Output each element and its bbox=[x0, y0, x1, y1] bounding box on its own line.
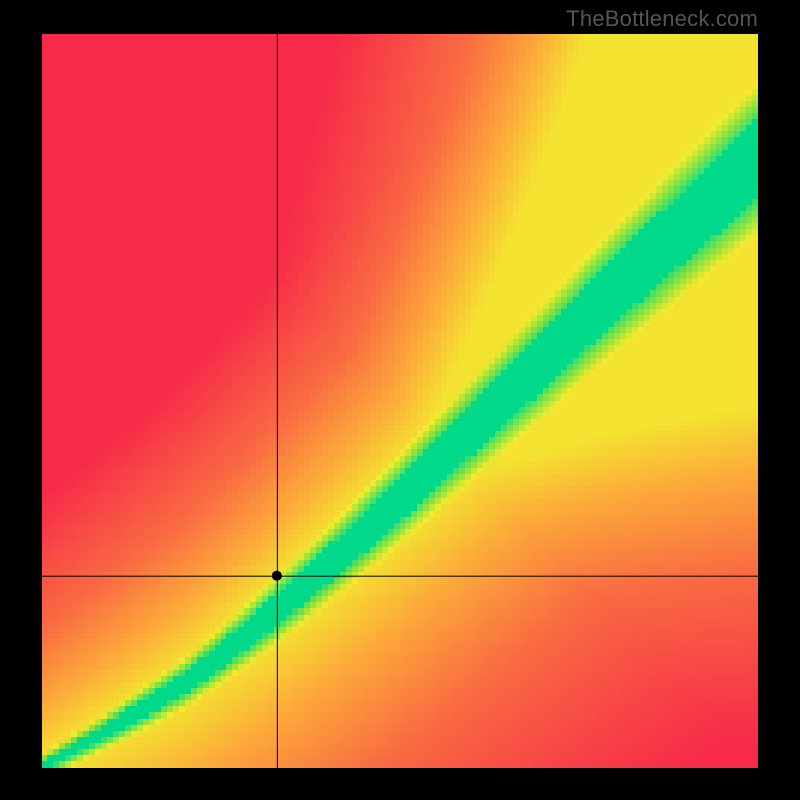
plot-area bbox=[42, 34, 758, 768]
watermark-text: TheBottleneck.com bbox=[566, 6, 758, 32]
heatmap-canvas bbox=[42, 34, 758, 768]
chart-container: TheBottleneck.com bbox=[0, 0, 800, 800]
